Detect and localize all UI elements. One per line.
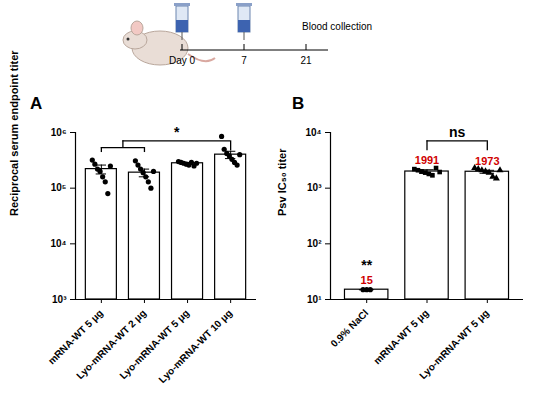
- svg-text:10²: 10²: [307, 238, 322, 249]
- svg-text:15: 15: [361, 274, 373, 286]
- svg-text:10³: 10³: [52, 294, 67, 305]
- svg-text:Psv IC₅₀ titer: Psv IC₅₀ titer: [276, 148, 288, 216]
- svg-text:Lyo-mRNA-WT 5 μg: Lyo-mRNA-WT 5 μg: [117, 307, 191, 381]
- svg-text:Lyo-mRNA-WT 5 μg: Lyo-mRNA-WT 5 μg: [417, 307, 491, 381]
- html-text:B: B: [292, 94, 305, 113]
- svg-text:Lyo-mRNA-WT 2 μg: Lyo-mRNA-WT 2 μg: [74, 307, 148, 381]
- svg-text:21: 21: [300, 55, 312, 66]
- svg-text:1991: 1991: [415, 154, 439, 166]
- svg-text:7: 7: [241, 55, 247, 66]
- svg-text:10⁴: 10⁴: [50, 238, 66, 249]
- svg-text:mRNA-WT 5 μg: mRNA-WT 5 μg: [45, 307, 105, 367]
- svg-text:10⁶: 10⁶: [51, 127, 67, 138]
- svg-text:Blood collection: Blood collection: [302, 21, 372, 32]
- svg-text:*: *: [174, 124, 180, 140]
- svg-text:Lyo-mRNA-WT 10 μg: Lyo-mRNA-WT 10 μg: [156, 307, 234, 385]
- svg-text:10¹: 10¹: [307, 294, 322, 305]
- svg-text:10⁵: 10⁵: [51, 182, 67, 193]
- html-text:A: A: [30, 94, 43, 113]
- svg-text:Reciprocal serum endpoint tite: Reciprocal serum endpoint titer: [8, 50, 20, 216]
- svg-text:Day 0: Day 0: [169, 55, 196, 66]
- svg-text:mRNA-WT 5 μg: mRNA-WT 5 μg: [371, 307, 430, 366]
- svg-text:10⁴: 10⁴: [305, 127, 321, 138]
- svg-text:1973: 1973: [475, 155, 499, 167]
- svg-text:**: **: [361, 257, 372, 273]
- svg-text:10³: 10³: [307, 182, 322, 193]
- svg-text:0.9% NaCl: 0.9% NaCl: [328, 307, 370, 349]
- svg-text:ns: ns: [449, 124, 466, 140]
